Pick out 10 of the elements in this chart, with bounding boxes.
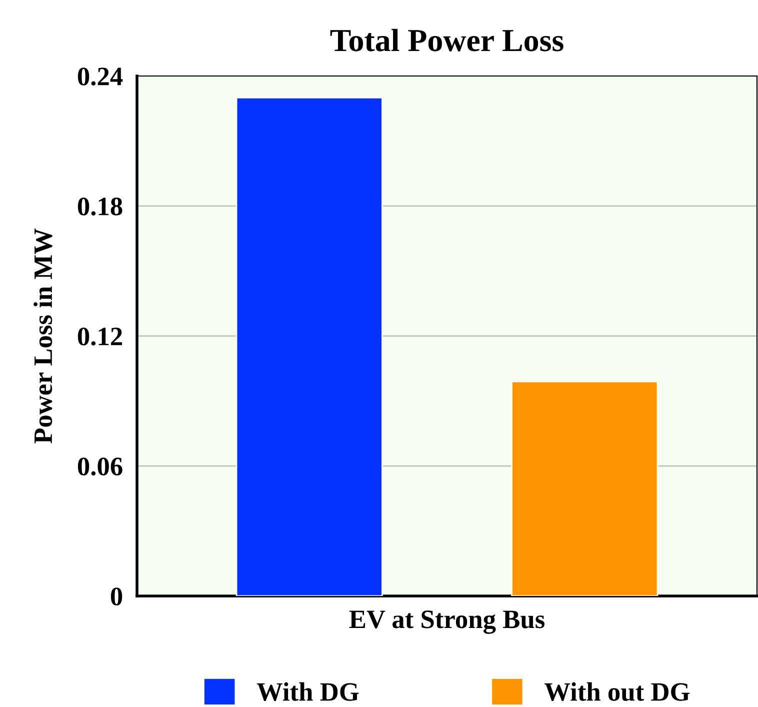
legend-label: With DG [256, 682, 359, 702]
y-axis-title: Power Loss in MW [34, 228, 52, 444]
y-tick-label: 0.18 [78, 198, 122, 216]
y-tick-label: 0.24 [78, 68, 123, 86]
x-tick-label: EV at Strong Bus [349, 610, 545, 634]
y-tick-label: 0 [110, 588, 122, 606]
legend-label: With out DG [544, 682, 690, 702]
chart-title: Total Power Loss [330, 28, 564, 52]
y-tick-label: 0.06 [78, 458, 122, 476]
y-tick-label: 0.12 [78, 328, 122, 346]
